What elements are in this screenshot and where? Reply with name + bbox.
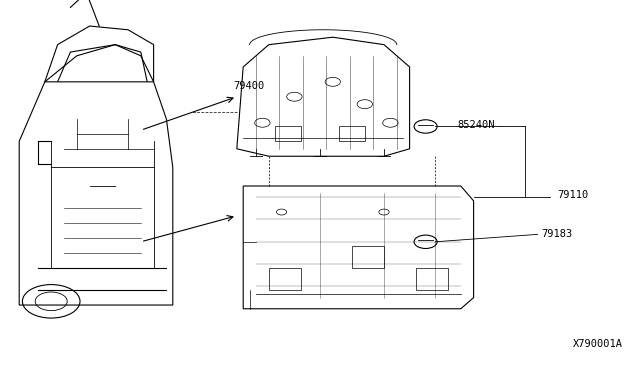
Text: 79110: 79110 [557,190,588,200]
Bar [352,246,384,268]
Text: X790001A: X790001A [573,339,623,349]
Text: 79400: 79400 [234,81,265,90]
Text: 85240N: 85240N [458,120,495,129]
Bar [339,126,365,141]
Text: 79183: 79183 [541,230,572,239]
Bar [269,268,301,290]
Bar [416,268,448,290]
Bar [275,126,301,141]
